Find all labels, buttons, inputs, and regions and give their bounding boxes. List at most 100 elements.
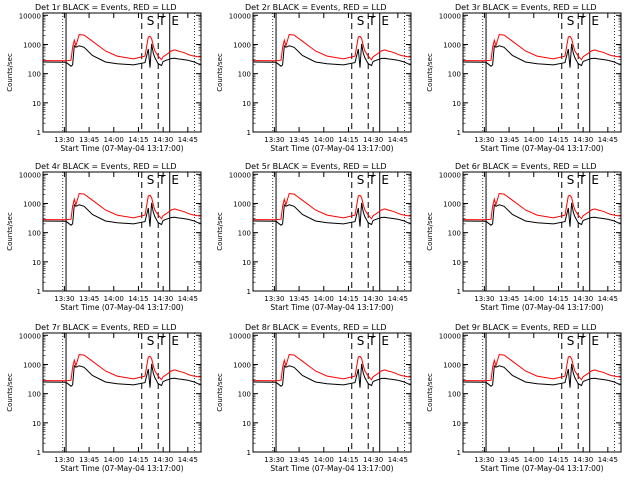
x-tick-label: 14:45	[178, 456, 198, 464]
y-tick-label: 10000	[19, 12, 41, 20]
x-tick-label: 13:30	[474, 295, 494, 303]
y-tick-label: 1000	[443, 200, 461, 208]
x-tick-label: 14:45	[598, 456, 618, 464]
series-line-lld	[252, 33, 412, 62]
y-tick-label: 10	[452, 420, 461, 428]
x-tick-label: 14:00	[314, 136, 334, 144]
panel-det-1: S T E Det 1r BLACK = Events, RED = LLD 1 10 10…	[6, 3, 202, 153]
overlay-letter-s: S	[147, 173, 155, 187]
plot-frame	[462, 12, 622, 133]
overlay-letter-e: E	[171, 14, 179, 28]
y-tick-label: 10	[242, 420, 251, 428]
x-axis-label: Start Time (07-May-04 13:17:00)	[480, 303, 603, 312]
series-line-events	[42, 202, 202, 227]
series-line-lld	[42, 192, 202, 221]
series-line-lld	[462, 192, 622, 221]
y-tick-label: 10000	[19, 332, 41, 340]
x-tick-label: 14:30	[573, 136, 593, 144]
panel-det-8: S T E Det 8r BLACK = Events, RED = LLD 1 10 10…	[216, 323, 412, 473]
y-axis-label: Counts/sec	[216, 53, 224, 92]
series-line-lld	[462, 33, 622, 62]
y-tick-label: 10	[452, 259, 461, 267]
panel-det-9: S T E Det 9r BLACK = Events, RED = LLD 1 10 10…	[426, 323, 622, 473]
overlay-letter-s: S	[147, 334, 155, 348]
x-tick-label: 14:00	[104, 456, 124, 464]
y-tick-label: 100	[448, 391, 461, 399]
x-tick-label: 13:45	[289, 295, 309, 303]
x-axis-label: Start Time (07-May-04 13:17:00)	[480, 144, 603, 153]
x-tick-label: 14:00	[314, 456, 334, 464]
overlay-letter-s: S	[357, 173, 365, 187]
x-tick-label: 13:30	[264, 295, 284, 303]
x-axis-label: Start Time (07-May-04 13:17:00)	[480, 464, 603, 473]
y-tick-label: 1	[247, 129, 251, 137]
overlay-letter-t: T	[157, 14, 166, 28]
x-tick-label: 14:00	[104, 295, 124, 303]
x-tick-label: 13:30	[474, 136, 494, 144]
plot-frame	[252, 171, 412, 292]
y-tick-label: 1	[247, 449, 251, 457]
series-line-lld	[462, 353, 622, 382]
plot-frame	[252, 332, 412, 453]
y-tick-label: 1000	[233, 200, 251, 208]
x-tick-label: 14:30	[153, 136, 173, 144]
overlay-letter-s: S	[357, 334, 365, 348]
y-tick-label: 1000	[23, 41, 41, 49]
y-tick-label: 1000	[23, 361, 41, 369]
panel-det-3: S T E Det 3r BLACK = Events, RED = LLD 1 10 10…	[426, 3, 622, 153]
y-tick-label: 100	[448, 71, 461, 79]
overlay-letter-t: T	[367, 334, 376, 348]
x-tick-label: 13:30	[474, 456, 494, 464]
x-tick-label: 14:00	[524, 136, 544, 144]
x-tick-label: 14:15	[548, 136, 568, 144]
y-tick-label: 1	[247, 288, 251, 296]
y-tick-label: 1	[37, 288, 41, 296]
y-axis-label: Counts/sec	[426, 53, 434, 92]
x-tick-label: 13:30	[264, 136, 284, 144]
x-tick-label: 14:30	[363, 456, 383, 464]
y-tick-label: 10000	[439, 171, 461, 179]
overlay-letter-e: E	[591, 334, 599, 348]
y-tick-label: 10	[32, 259, 41, 267]
y-axis-label: Counts/sec	[216, 373, 224, 412]
y-tick-label: 10	[32, 100, 41, 108]
y-tick-label: 10	[452, 100, 461, 108]
overlay-letter-t: T	[577, 173, 586, 187]
y-axis-label: Counts/sec	[216, 212, 224, 251]
plot-frame	[42, 171, 202, 292]
x-tick-label: 14:15	[338, 136, 358, 144]
overlay-letter-s: S	[357, 14, 365, 28]
panel-title: Det 8r BLACK = Events, RED = LLD	[245, 323, 387, 332]
y-tick-label: 1	[457, 288, 461, 296]
x-tick-label: 13:45	[79, 456, 99, 464]
y-axis-label: Counts/sec	[6, 212, 14, 251]
x-tick-label: 13:45	[289, 136, 309, 144]
x-tick-label: 14:15	[548, 295, 568, 303]
x-tick-label: 13:30	[54, 456, 74, 464]
y-tick-label: 10000	[439, 332, 461, 340]
x-tick-label: 13:45	[79, 295, 99, 303]
y-tick-label: 1000	[23, 200, 41, 208]
y-tick-label: 1	[37, 449, 41, 457]
y-tick-label: 1	[457, 129, 461, 137]
overlay-letter-s: S	[567, 173, 575, 187]
y-tick-label: 1	[457, 449, 461, 457]
panel-title: Det 7r BLACK = Events, RED = LLD	[35, 323, 177, 332]
x-axis-label: Start Time (07-May-04 13:17:00)	[270, 144, 393, 153]
x-tick-label: 14:15	[128, 295, 148, 303]
x-tick-label: 14:00	[524, 456, 544, 464]
panel-title: Det 9r BLACK = Events, RED = LLD	[455, 323, 597, 332]
series-line-lld	[252, 192, 412, 221]
x-tick-label: 14:15	[548, 456, 568, 464]
x-tick-label: 14:45	[388, 456, 408, 464]
overlay-letter-e: E	[591, 173, 599, 187]
panel-title: Det 1r BLACK = Events, RED = LLD	[35, 3, 177, 12]
overlay-letter-e: E	[171, 334, 179, 348]
overlay-letter-t: T	[367, 173, 376, 187]
x-axis-label: Start Time (07-May-04 13:17:00)	[270, 464, 393, 473]
series-line-events	[252, 202, 412, 227]
y-tick-label: 100	[28, 230, 41, 238]
overlay-letter-e: E	[381, 334, 389, 348]
y-tick-label: 100	[238, 230, 251, 238]
